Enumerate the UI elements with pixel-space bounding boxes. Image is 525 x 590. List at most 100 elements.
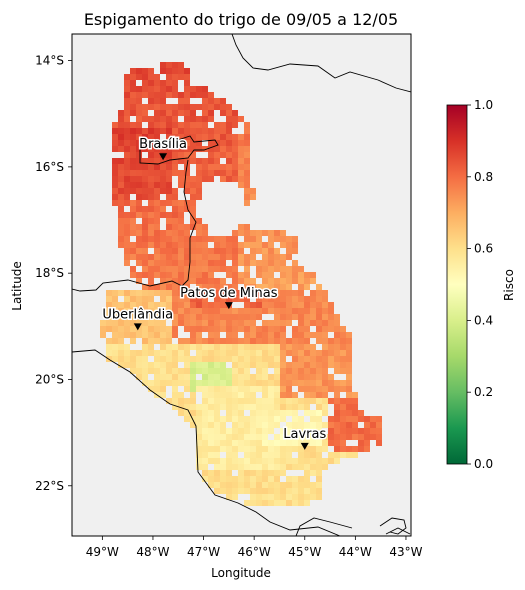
risk-cell <box>166 92 172 98</box>
risk-cell <box>196 134 202 140</box>
risk-cell <box>124 248 130 254</box>
risk-cell <box>310 368 316 374</box>
city-triangle-icon <box>224 302 233 310</box>
risk-cell <box>244 386 250 392</box>
risk-cell <box>112 314 118 320</box>
risk-cell <box>136 92 142 98</box>
risk-cell <box>124 350 130 356</box>
risk-cell <box>190 176 196 182</box>
risk-cell <box>238 368 244 374</box>
risk-cell <box>130 224 136 230</box>
risk-cell <box>166 368 172 374</box>
risk-cell <box>118 242 124 248</box>
risk-cell <box>274 482 280 488</box>
risk-cell <box>328 308 334 314</box>
risk-cell <box>346 338 352 344</box>
risk-cell <box>304 398 310 404</box>
risk-cell <box>196 230 202 236</box>
risk-cell <box>220 236 226 242</box>
risk-cell <box>268 242 274 248</box>
risk-cell <box>166 212 172 218</box>
risk-cell <box>238 338 244 344</box>
risk-cell <box>310 428 316 434</box>
risk-cell <box>220 374 226 380</box>
risk-cell <box>232 278 238 284</box>
risk-cell <box>178 68 184 74</box>
risk-cell <box>148 224 154 230</box>
risk-cell <box>256 326 262 332</box>
risk-cell <box>298 434 304 440</box>
risk-cell <box>232 362 238 368</box>
risk-cell <box>160 314 166 320</box>
risk-cell <box>322 386 328 392</box>
risk-cell <box>196 158 202 164</box>
risk-cell <box>310 440 316 446</box>
risk-cell <box>178 290 184 296</box>
risk-cell <box>130 80 136 86</box>
risk-cell <box>112 158 118 164</box>
risk-cell <box>196 242 202 248</box>
risk-cell <box>124 116 130 122</box>
risk-cell <box>208 368 214 374</box>
risk-cell <box>274 440 280 446</box>
risk-cell <box>292 302 298 308</box>
risk-cell <box>298 314 304 320</box>
risk-cell <box>166 116 172 122</box>
risk-cell <box>256 350 262 356</box>
risk-cell <box>124 326 130 332</box>
risk-cell <box>148 98 154 104</box>
risk-cell <box>208 362 214 368</box>
risk-cell <box>154 134 160 140</box>
risk-cell <box>298 494 304 500</box>
risk-cell <box>202 404 208 410</box>
risk-cell <box>154 140 160 146</box>
risk-cell <box>184 338 190 344</box>
risk-cell <box>172 212 178 218</box>
risk-cell <box>298 302 304 308</box>
risk-cell <box>244 128 250 134</box>
risk-cell <box>124 170 130 176</box>
risk-cell <box>166 308 172 314</box>
risk-cell <box>178 140 184 146</box>
risk-cell <box>274 350 280 356</box>
risk-cell <box>190 398 196 404</box>
risk-cell <box>208 152 214 158</box>
border-line <box>181 159 197 287</box>
risk-cell <box>196 224 202 230</box>
risk-cell <box>118 362 124 368</box>
risk-cell <box>160 362 166 368</box>
risk-cell <box>370 428 376 434</box>
risk-cell <box>280 344 286 350</box>
risk-cell <box>172 140 178 146</box>
risk-cell <box>148 92 154 98</box>
risk-cell <box>136 356 142 362</box>
risk-cell <box>244 416 250 422</box>
risk-cell <box>118 308 124 314</box>
risk-cell <box>352 398 358 404</box>
risk-cell <box>262 470 268 476</box>
risk-cell <box>184 254 190 260</box>
risk-cell <box>184 242 190 248</box>
risk-cell <box>280 494 286 500</box>
risk-cell <box>208 92 214 98</box>
risk-cell <box>124 296 130 302</box>
risk-cell <box>268 404 274 410</box>
risk-cell <box>280 440 286 446</box>
risk-cell <box>340 428 346 434</box>
risk-cell <box>142 338 148 344</box>
risk-cell <box>268 440 274 446</box>
risk-cell <box>292 464 298 470</box>
risk-cell <box>220 434 226 440</box>
risk-cell <box>274 338 280 344</box>
y-tick-label: 16°S <box>35 160 64 174</box>
risk-cell <box>142 380 148 386</box>
risk-cell <box>238 410 244 416</box>
risk-cell <box>268 344 274 350</box>
risk-cell <box>220 446 226 452</box>
risk-cell <box>136 68 142 74</box>
risk-cell <box>226 434 232 440</box>
risk-cell <box>262 404 268 410</box>
risk-cell <box>112 200 118 206</box>
risk-cell <box>226 374 232 380</box>
